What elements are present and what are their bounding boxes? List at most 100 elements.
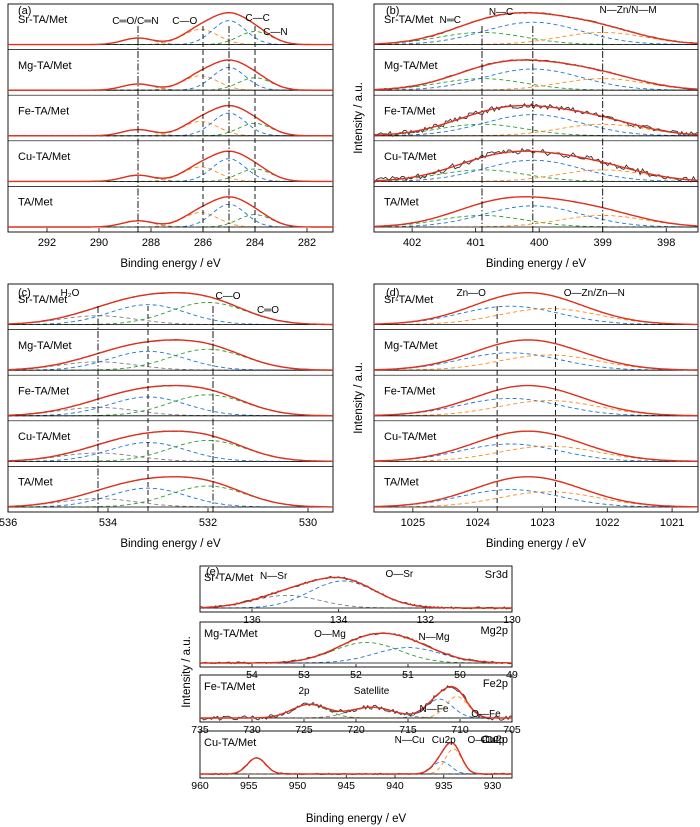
peak-annotation: Zn—O [456, 288, 486, 299]
x-tick-label: 136 [243, 614, 261, 626]
sample-label: Fe-TA/Met [18, 385, 69, 397]
x-tick-label: 399 [594, 237, 612, 249]
sample-label: Cu-TA/Met [18, 151, 70, 163]
x-tick-label: 950 [289, 780, 307, 792]
x-tick-label: 292 [38, 237, 56, 249]
x-tick-label: 735 [191, 724, 209, 736]
element-label: Cu2p [482, 734, 508, 746]
sample-label: Sr-TA/Met [384, 294, 433, 306]
component-peak [374, 308, 698, 326]
x-tick-label: 130 [503, 614, 521, 626]
sample-label: TA/Met [384, 197, 419, 209]
component-peak [8, 77, 333, 91]
x-axis-label: Binding energy / eV [120, 538, 221, 550]
x-tick-label: 955 [240, 780, 258, 792]
peak-annotation: C—C [245, 13, 269, 24]
fit-envelope [7, 476, 333, 508]
plot-frame [7, 283, 334, 513]
component-peak [8, 315, 333, 326]
peak-annotation: O—Zn/Zn—N [564, 288, 625, 299]
sample-label: Mg-TA/Met [18, 60, 72, 72]
x-tick-label: 730 [243, 724, 261, 736]
peak-annotation: O—Sr [385, 569, 413, 580]
sample-label: Sr-TA/Met [384, 14, 433, 26]
peak-annotation: H₂O [61, 288, 80, 299]
x-tick-label: 935 [435, 780, 453, 792]
x-tick-label: 536 [0, 517, 17, 529]
component-peak [374, 31, 699, 46]
plot-frame [373, 3, 699, 233]
fit-envelope [373, 196, 699, 228]
x-tick-label: 282 [298, 237, 316, 249]
component-peak [374, 123, 699, 137]
x-tick-label: 1021 [660, 517, 684, 529]
x-tick-label: 530 [299, 517, 317, 529]
fit-envelope [200, 685, 512, 719]
sample-label: TA/Met [384, 477, 419, 489]
x-tick-label: 1024 [465, 517, 489, 529]
x-tick-label: 402 [403, 237, 421, 249]
component-peak [374, 169, 699, 182]
peak-annotation: N—Fe [420, 704, 449, 715]
sample-label: Cu-TA/Met [204, 737, 256, 749]
x-tick-label: 705 [503, 724, 521, 736]
peak-annotation: N—C [489, 7, 513, 18]
sample-label: Sr-TA/Met [18, 14, 67, 26]
component-peak [373, 31, 698, 46]
fit-envelope [373, 384, 698, 417]
component-peak [200, 580, 512, 609]
component-peak [373, 489, 698, 508]
peak-annotation: N═C [439, 15, 461, 26]
x-tick-label: 398 [657, 237, 675, 249]
component-peak [7, 361, 333, 371]
sample-label: Fe-TA/Met [384, 105, 435, 117]
fit-envelope [373, 476, 698, 508]
component-peak [8, 37, 333, 46]
component-peak [374, 21, 698, 45]
sample-label: Cu-TA/Met [384, 431, 436, 443]
sample-label: Mg-TA/Met [384, 340, 438, 352]
component-peak [8, 168, 333, 182]
subpanel-fe2p: Fe-TA/Met Fe2p 2p Satellite N—Fe O—Fe 735 730 72… [191, 674, 521, 736]
peak-annotation: C—N [263, 27, 287, 38]
sample-label: Sr-TA/Met [18, 294, 67, 306]
fit-envelope [8, 11, 333, 46]
subpanel-sr3d: Sr-TA/Met Sr3d N—Sr O—Sr 136 134 132 130 [199, 565, 521, 626]
component-peak [373, 169, 698, 182]
x-tick-label: 1023 [530, 517, 554, 529]
component-peak [200, 748, 512, 775]
fit-envelope [8, 150, 333, 183]
x-tick-label: 290 [90, 237, 108, 249]
x-tick-label: 960 [191, 780, 209, 792]
peak-annotation: Cu2p [432, 735, 456, 746]
panel-letter: (c) [18, 287, 31, 299]
peak-annotation: Satellite [354, 686, 390, 697]
x-tick-label: 940 [386, 780, 404, 792]
y-axis-label: Intensity / a.u. [181, 636, 193, 708]
plot-frame [7, 3, 334, 233]
panel-letter: (a) [18, 5, 31, 17]
x-tick-label: 401 [466, 237, 484, 249]
fit-envelope [373, 430, 698, 462]
peak-annotation: 2p [298, 686, 310, 697]
sample-label: Mg-TA/Met [204, 628, 258, 640]
component-peak [374, 491, 698, 508]
plot-frame [373, 283, 699, 513]
raw-spectrum [7, 476, 333, 508]
fit-envelope [8, 104, 333, 137]
sample-label: TA/Met [18, 197, 53, 209]
element-label: Mg2p [480, 625, 508, 637]
component-peak [374, 354, 698, 371]
fit-envelope [7, 430, 333, 462]
fit-envelope [373, 59, 699, 91]
panel-letter: (d) [386, 287, 399, 299]
x-tick-label: 720 [347, 724, 365, 736]
x-tick-label: 930 [484, 780, 502, 792]
fit-envelope [373, 104, 699, 136]
x-tick-label: 715 [399, 724, 417, 736]
component-peak [374, 159, 698, 182]
y-axis-label: Intensity / a.u. [353, 82, 365, 154]
fit-envelope [7, 384, 333, 417]
